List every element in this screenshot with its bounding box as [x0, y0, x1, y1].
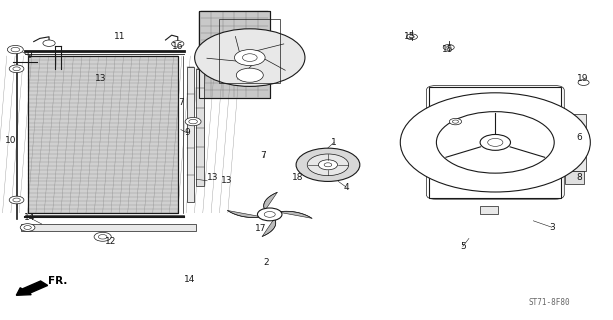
Bar: [199, 11, 270, 98]
Bar: [196, 69, 204, 186]
Text: 2: 2: [264, 258, 270, 267]
Circle shape: [9, 196, 24, 204]
Polygon shape: [278, 211, 312, 218]
Circle shape: [488, 139, 503, 146]
Circle shape: [189, 119, 197, 124]
Text: 5: 5: [460, 242, 466, 251]
Text: 14: 14: [185, 276, 196, 284]
Text: 16: 16: [172, 42, 183, 51]
Circle shape: [172, 41, 184, 47]
FancyArrow shape: [17, 281, 48, 295]
Circle shape: [235, 50, 265, 66]
Circle shape: [264, 212, 275, 217]
Circle shape: [436, 112, 554, 173]
Polygon shape: [262, 219, 276, 236]
Circle shape: [9, 65, 24, 73]
Text: 15: 15: [404, 32, 415, 41]
Circle shape: [237, 68, 264, 82]
Circle shape: [11, 47, 20, 52]
Circle shape: [480, 134, 511, 150]
Text: 17: 17: [255, 224, 266, 233]
Circle shape: [400, 93, 590, 192]
Text: 7: 7: [178, 98, 184, 107]
Circle shape: [257, 208, 282, 221]
Text: 10: 10: [6, 136, 17, 145]
Circle shape: [7, 45, 23, 54]
Circle shape: [449, 118, 462, 125]
Polygon shape: [264, 192, 277, 210]
Bar: [28, 56, 178, 213]
Polygon shape: [227, 211, 262, 218]
Circle shape: [185, 117, 201, 126]
Text: 7: 7: [261, 151, 267, 160]
Bar: [199, 11, 270, 98]
Text: 14: 14: [24, 213, 35, 222]
Circle shape: [296, 148, 360, 181]
Bar: [28, 56, 178, 213]
Circle shape: [43, 40, 55, 46]
Text: 19: 19: [577, 74, 588, 83]
Circle shape: [13, 198, 20, 202]
Circle shape: [13, 67, 20, 71]
Circle shape: [324, 163, 332, 167]
Bar: [429, 87, 562, 197]
Circle shape: [243, 54, 257, 61]
Circle shape: [98, 235, 107, 239]
Text: FR.: FR.: [48, 276, 67, 286]
Text: 8: 8: [576, 173, 582, 182]
Text: 13: 13: [207, 173, 219, 182]
Text: 9: 9: [26, 52, 32, 60]
Circle shape: [318, 160, 338, 170]
Circle shape: [24, 226, 31, 229]
Text: 11: 11: [114, 32, 125, 41]
Circle shape: [443, 44, 454, 50]
Circle shape: [307, 154, 349, 176]
Text: 15: 15: [442, 45, 453, 54]
Bar: [219, 19, 281, 83]
Circle shape: [409, 36, 414, 38]
Circle shape: [20, 224, 35, 231]
Text: 1: 1: [331, 138, 337, 147]
Circle shape: [452, 120, 459, 123]
Circle shape: [406, 34, 417, 40]
Text: 18: 18: [292, 173, 303, 182]
Bar: [565, 114, 586, 171]
Text: 3: 3: [549, 223, 555, 232]
Text: 4: 4: [343, 183, 349, 192]
Text: 13: 13: [221, 176, 232, 185]
Text: 12: 12: [105, 237, 116, 246]
Circle shape: [195, 29, 305, 86]
Circle shape: [578, 80, 589, 85]
Bar: [566, 171, 584, 184]
Text: 6: 6: [576, 133, 582, 142]
Text: 9: 9: [184, 128, 190, 137]
Text: ST71-8F80: ST71-8F80: [528, 298, 570, 307]
Circle shape: [446, 46, 451, 49]
Text: 13: 13: [96, 74, 107, 83]
Bar: [21, 224, 196, 231]
Circle shape: [94, 232, 112, 241]
Bar: [480, 205, 498, 214]
Bar: [187, 67, 194, 202]
